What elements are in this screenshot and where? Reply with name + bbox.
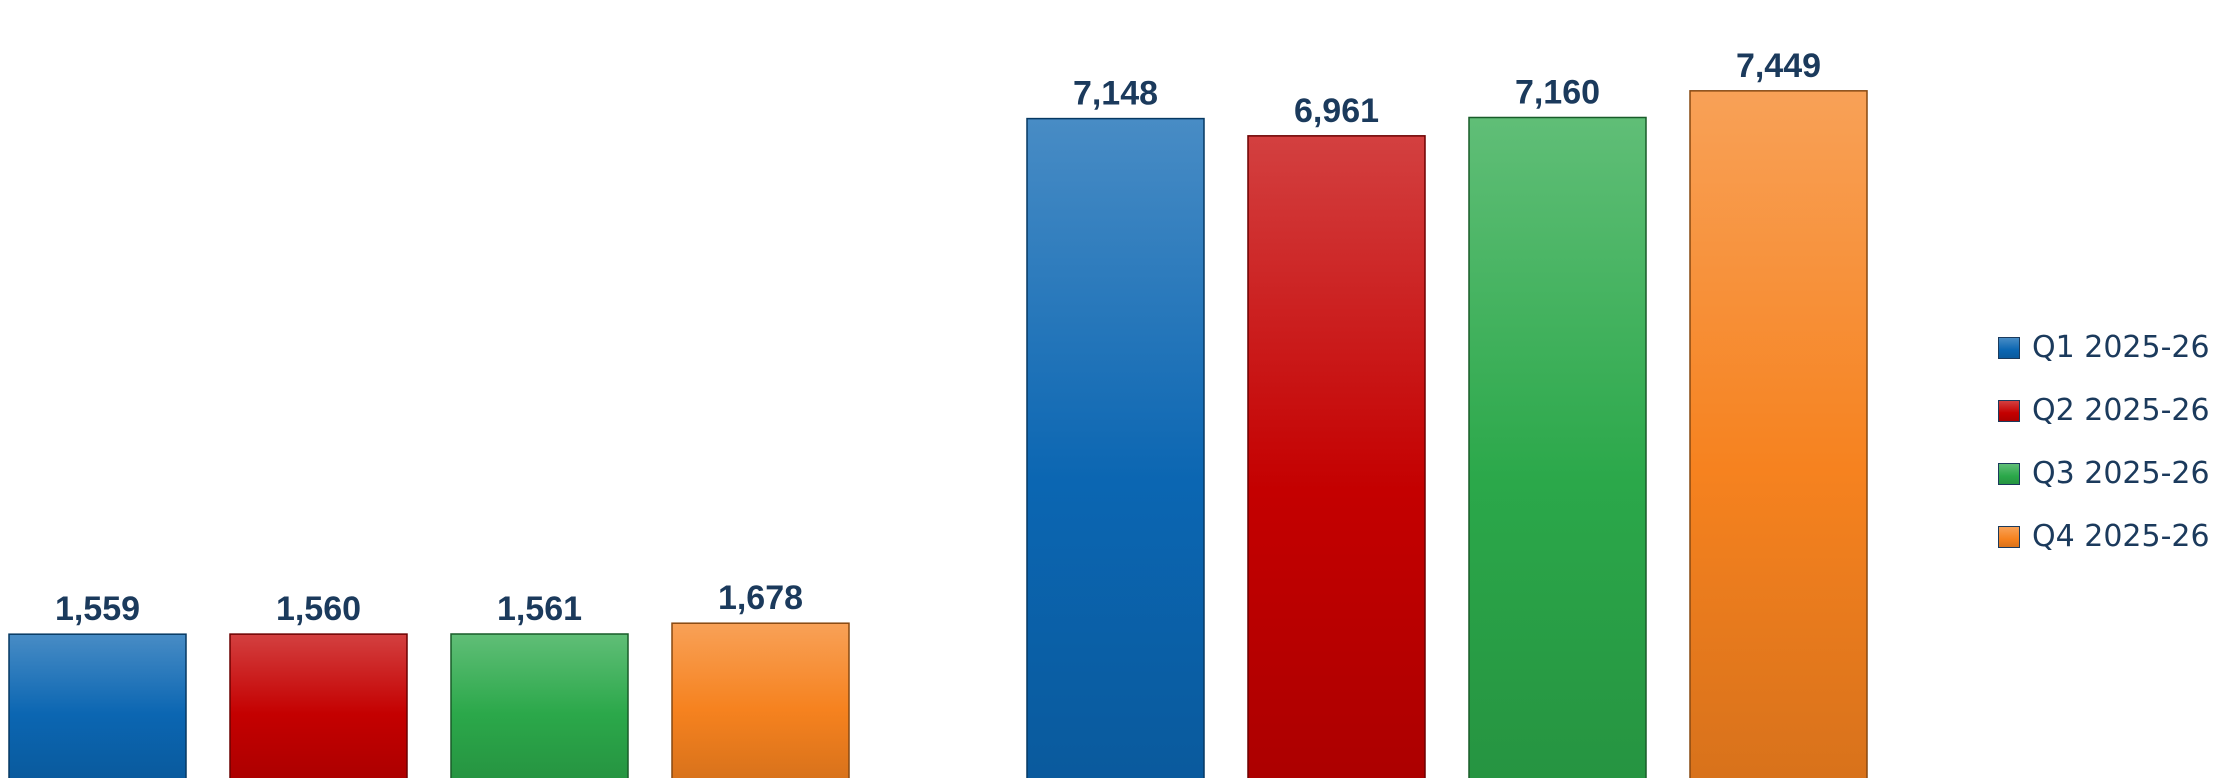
data-label-q4-group2: 7,449 xyxy=(1736,47,1821,85)
bar-q3-group2 xyxy=(1468,116,1647,778)
bar-q3-group1 xyxy=(450,633,629,778)
legend-swatch-q3 xyxy=(1998,462,2020,485)
bar-chart: 1,559 1,560 1,561 1,678 7,148 6,961 7,160 7,449 xyxy=(8,47,1868,778)
data-label-q1-group2: 7,148 xyxy=(1073,75,1158,113)
data-label-q2-group1: 1,560 xyxy=(276,590,361,628)
bar-q2-group1 xyxy=(229,633,408,778)
legend: Q1 2025-26 Q2 2025-26 Q3 2025-26 Q4 2025… xyxy=(1998,316,2210,568)
legend-item-q4: Q4 2025-26 xyxy=(1998,505,2210,568)
data-label-q3-group1: 1,561 xyxy=(497,590,582,628)
legend-item-q2: Q2 2025-26 xyxy=(1998,379,2210,442)
data-label-q2-group2: 6,961 xyxy=(1294,92,1379,130)
bar-q1-group2 xyxy=(1026,117,1205,778)
bar-q4-group1 xyxy=(671,622,850,778)
bar-q4-group2 xyxy=(1689,90,1868,778)
data-label-q1-group1: 1,559 xyxy=(55,590,140,628)
legend-label-q2: Q2 2025-26 xyxy=(2032,393,2210,428)
legend-swatch-q4 xyxy=(1998,525,2020,548)
legend-swatch-q2 xyxy=(1998,399,2020,422)
bars-layer xyxy=(8,90,1868,778)
bar-q1-group1 xyxy=(8,633,187,778)
legend-label-q1: Q1 2025-26 xyxy=(2032,330,2210,365)
legend-item-q3: Q3 2025-26 xyxy=(1998,442,2210,505)
legend-label-q3: Q3 2025-26 xyxy=(2032,456,2210,491)
legend-swatch-q1 xyxy=(1998,336,2020,359)
data-labels-layer: 1,559 1,560 1,561 1,678 7,148 6,961 7,160 7,449 xyxy=(55,47,1821,628)
legend-item-q1: Q1 2025-26 xyxy=(1998,316,2210,379)
data-label-q4-group1: 1,678 xyxy=(718,579,803,617)
legend-label-q4: Q4 2025-26 xyxy=(2032,519,2210,554)
data-label-q3-group2: 7,160 xyxy=(1515,73,1600,111)
bar-q2-group2 xyxy=(1247,135,1426,778)
